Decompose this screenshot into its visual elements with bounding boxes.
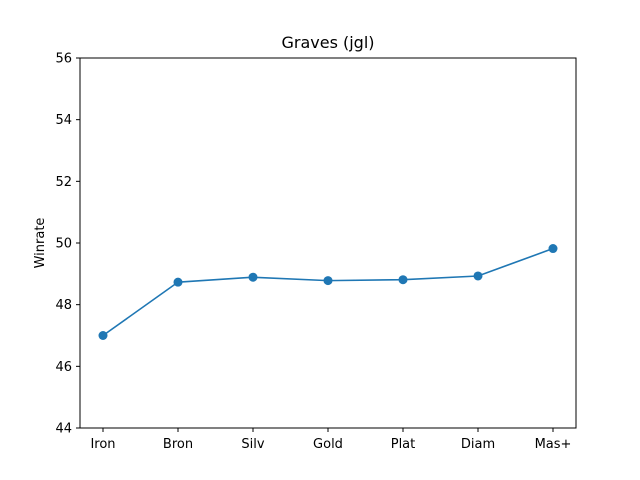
- y-tick-label: 54: [55, 113, 72, 128]
- y-tick-label: 52: [55, 175, 72, 190]
- x-tick-label: Silv: [241, 437, 264, 452]
- data-point: [248, 272, 258, 282]
- data-point: [473, 271, 483, 281]
- chart-title: Graves (jgl): [281, 33, 374, 52]
- x-tick-label: Plat: [391, 437, 416, 452]
- x-tick-label: Iron: [90, 437, 115, 452]
- plot-frame: [79, 57, 577, 429]
- x-tick-label: Diam: [461, 437, 495, 452]
- x-axis-ticks: Iron Bron Silv Gold Plat Diam Mas+: [90, 428, 571, 452]
- data-point: [98, 331, 108, 340]
- data-point: [323, 276, 333, 286]
- y-tick-label: 50: [55, 237, 72, 252]
- y-axis-ticks: 44 46 48 50 52 54 56: [55, 52, 80, 437]
- x-tick-label: Bron: [163, 437, 193, 452]
- data-point: [398, 275, 408, 285]
- y-axis-label: Winrate: [33, 218, 48, 269]
- data-point: [548, 244, 558, 254]
- y-tick-label: 44: [55, 422, 72, 437]
- series-layer: [98, 244, 558, 340]
- x-tick-label: Gold: [313, 437, 343, 452]
- y-tick-label: 56: [55, 52, 72, 67]
- y-tick-label: 46: [55, 360, 72, 375]
- x-tick-label: Mas+: [535, 437, 572, 452]
- data-point: [173, 277, 183, 287]
- y-tick-label: 48: [55, 298, 72, 313]
